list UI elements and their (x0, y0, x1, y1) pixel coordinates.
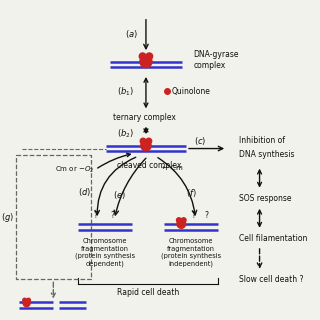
Text: ternary complex: ternary complex (113, 113, 175, 122)
Polygon shape (23, 298, 27, 302)
Polygon shape (23, 300, 30, 307)
Text: DNA synthesis: DNA synthesis (239, 150, 294, 159)
Polygon shape (140, 56, 152, 68)
Text: SOS response: SOS response (239, 194, 291, 203)
Text: $(e)$: $(e)$ (113, 189, 125, 201)
Text: $(d)$: $(d)$ (78, 186, 91, 197)
Text: Slow cell death ?: Slow cell death ? (239, 275, 303, 284)
Polygon shape (181, 218, 186, 222)
Polygon shape (146, 53, 153, 60)
Text: Rapid cell death: Rapid cell death (117, 288, 179, 297)
Text: Cm or $-O_2$: Cm or $-O_2$ (55, 164, 95, 175)
Text: Chromosome
fragmentation
(protein synthesis
independent): Chromosome fragmentation (protein synthe… (161, 238, 221, 267)
Text: cleaved complex: cleaved complex (117, 161, 182, 170)
Text: $(a)$: $(a)$ (125, 28, 138, 40)
Text: $\leftarrow$ Cm: $\leftarrow$ Cm (160, 163, 184, 172)
Polygon shape (177, 220, 186, 228)
Polygon shape (141, 140, 151, 151)
Text: $(b_1)$: $(b_1)$ (117, 85, 134, 98)
Text: Quinolone: Quinolone (172, 87, 211, 96)
Text: ?: ? (93, 211, 97, 220)
Text: $(b_2)$: $(b_2)$ (117, 127, 134, 140)
Polygon shape (139, 53, 146, 60)
Text: $(g)$: $(g)$ (1, 211, 14, 224)
Polygon shape (146, 138, 152, 144)
Text: Inhibition of: Inhibition of (239, 136, 284, 145)
Text: Cell filamentation: Cell filamentation (239, 234, 307, 243)
Text: ?: ? (192, 211, 196, 220)
Text: ?: ? (110, 211, 115, 220)
Text: $(c)$: $(c)$ (194, 135, 206, 147)
Polygon shape (27, 298, 30, 302)
Text: $(f)$: $(f)$ (186, 188, 197, 199)
Polygon shape (177, 218, 181, 222)
Text: DNA-gyrase
complex: DNA-gyrase complex (194, 50, 239, 70)
Polygon shape (140, 138, 146, 144)
Text: Chromosome
fragmentation
(protein synthesis
dependent): Chromosome fragmentation (protein synthe… (75, 238, 135, 267)
Text: ?: ? (204, 211, 208, 220)
